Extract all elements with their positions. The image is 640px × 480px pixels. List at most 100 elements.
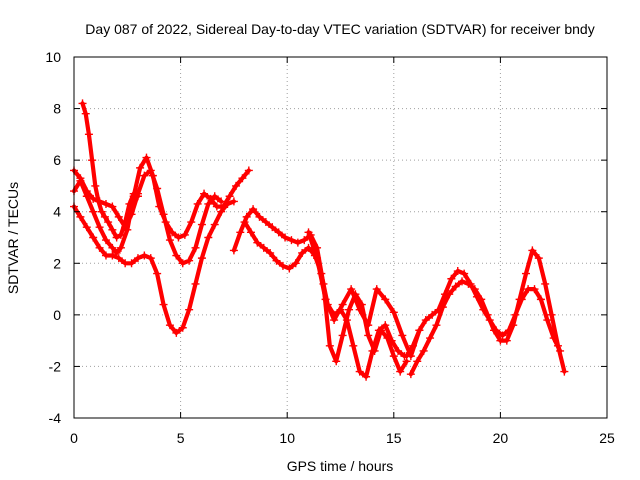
data-point [398,331,407,340]
data-point [204,199,213,208]
data-point [549,334,558,343]
series-line [80,101,141,240]
data-point [232,181,241,190]
data-point [238,174,247,183]
data-point [362,372,371,381]
chart-title: Day 087 of 2022, Sidereal Day-to-day VTE… [85,21,594,37]
data-point [210,192,219,201]
data-point [321,295,330,304]
data-point [165,236,174,245]
data-point [112,233,121,242]
data-point [541,279,550,288]
data-point [498,331,507,340]
data-point [426,334,435,343]
data-point [338,331,347,340]
data-point [81,109,90,118]
data-point [76,174,85,183]
data-point [543,316,552,325]
data-point [191,243,200,252]
data-point [140,171,149,180]
data-point [236,228,245,237]
data-point [78,99,87,108]
series-trace-9 [402,267,565,361]
data-point [146,254,155,263]
data-point [408,341,417,350]
data-point [428,310,437,319]
data-point [185,256,194,265]
data-point [511,310,520,319]
data-point [338,300,347,309]
data-point [304,228,313,237]
data-point [291,259,300,268]
data-point [364,321,373,330]
data-point [240,218,249,227]
data-point [217,197,226,206]
data-point [396,367,405,376]
data-point [287,236,296,245]
data-point [278,261,287,270]
data-point [95,243,104,252]
data-point [159,210,168,219]
data-point [100,212,109,221]
data-point [434,305,443,314]
data-point [466,279,475,288]
series-line [306,230,422,359]
data-point [187,218,196,227]
data-point [347,285,356,294]
data-point [225,192,234,201]
data-point [178,259,187,268]
data-point [387,336,396,345]
data-point [153,269,162,278]
data-point [172,328,181,337]
data-point [165,321,174,330]
data-point [355,367,364,376]
y-tick-label: 2 [53,255,61,271]
data-point [178,323,187,332]
data-point [374,326,383,335]
plot-frame [73,56,608,419]
data-point [536,295,545,304]
data-point [394,346,403,355]
data-point [266,248,275,257]
series-trace-3 [70,197,238,337]
data-point [349,341,358,350]
data-point [304,243,313,252]
data-point [108,225,117,234]
data-point [381,321,390,330]
data-point [193,199,202,208]
data-point [485,316,494,325]
data-point [372,285,381,294]
data-point [458,277,467,286]
y-tick-label: -4 [49,410,62,426]
data-point [116,243,125,252]
x-tick-label: 20 [493,430,509,446]
data-point [91,181,100,190]
data-point [402,352,411,361]
data-point [330,316,339,325]
data-point [89,207,98,216]
series-trace-5 [229,205,411,376]
data-point [415,326,424,335]
data-point [172,251,181,260]
x-tick-label: 0 [70,430,78,446]
data-point [82,223,91,232]
data-point [560,367,569,376]
data-point [76,212,85,221]
data-point [229,246,238,255]
data-point [259,243,268,252]
data-point [332,357,341,366]
data-point [255,212,264,221]
data-point [159,300,168,309]
x-tick-label: 25 [599,430,615,446]
data-point [389,308,398,317]
data-point [180,230,189,239]
data-point [127,259,136,268]
data-point [492,326,501,335]
data-point [253,238,262,247]
data-point [355,305,364,314]
y-tick-label: 10 [45,49,61,65]
data-point [368,346,377,355]
data-point [210,220,219,229]
series-trace-4 [78,99,142,242]
data-point [197,220,206,229]
